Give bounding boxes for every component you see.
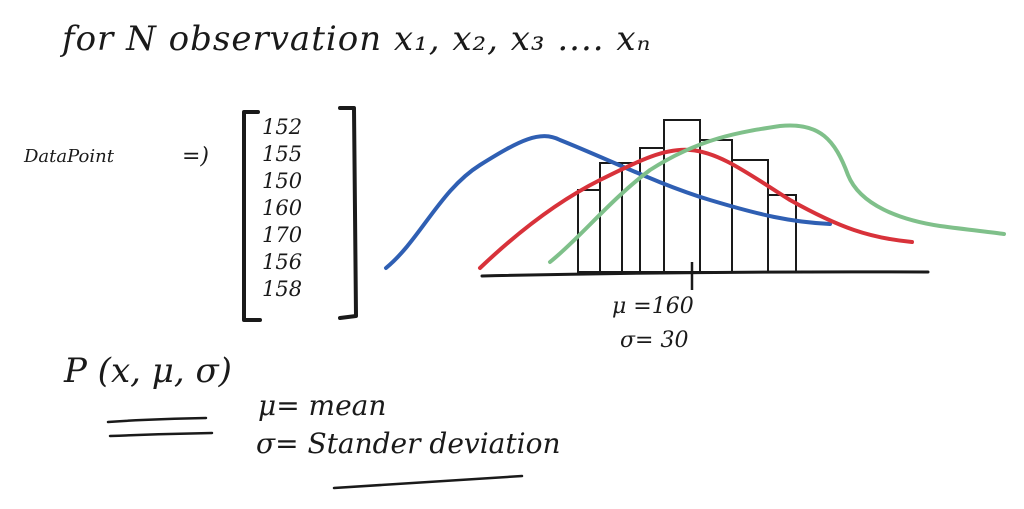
datapoint-value: 160 bbox=[262, 196, 303, 220]
sigma-value-label: σ= 30 bbox=[620, 328, 689, 353]
left-bracket bbox=[242, 110, 262, 322]
datapoint-value: 156 bbox=[262, 250, 303, 274]
histogram-bars bbox=[577, 119, 797, 273]
formula-text: P (x, μ, σ) bbox=[64, 351, 232, 391]
formula-underline bbox=[106, 416, 214, 438]
right-bracket bbox=[338, 106, 358, 320]
datapoint-value: 150 bbox=[262, 169, 303, 193]
x-axis bbox=[480, 270, 930, 278]
implies-arrow: =) bbox=[182, 144, 210, 169]
sigma-definition: σ= Stander deviation bbox=[256, 427, 561, 460]
datapoint-value: 152 bbox=[262, 115, 303, 139]
mean-value-label: μ =160 bbox=[612, 294, 694, 319]
datapoint-list: 152 155 150 160 170 156 158 bbox=[262, 114, 352, 303]
definition-underline bbox=[332, 474, 524, 490]
histogram-bar bbox=[767, 194, 797, 273]
green-curve bbox=[548, 123, 1006, 264]
blue-curve bbox=[384, 134, 832, 270]
datapoint-value: 170 bbox=[262, 223, 303, 247]
datapoint-value: 155 bbox=[262, 142, 303, 166]
page-heading: for N observation x₁, x₂, x₃ .... xₙ bbox=[62, 19, 652, 59]
datapoint-value: 158 bbox=[262, 277, 303, 301]
datapoint-label: DataPoint bbox=[24, 146, 114, 167]
mean-definition: μ= mean bbox=[258, 389, 387, 422]
